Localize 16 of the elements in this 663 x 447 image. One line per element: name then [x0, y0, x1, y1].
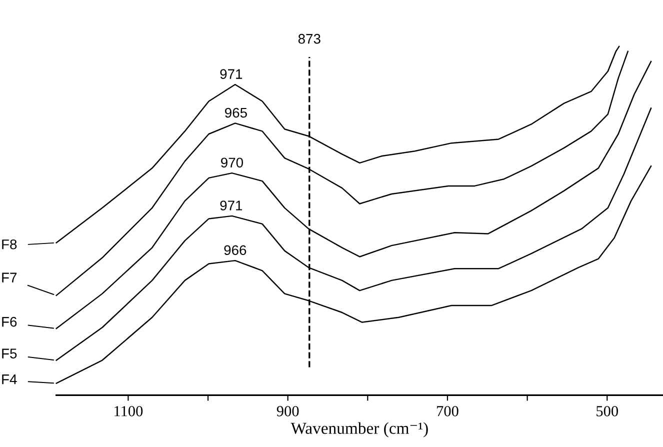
- legend-label: F4: [2, 374, 17, 384]
- legend-label: F8: [2, 239, 17, 250]
- x-tick-label: 500: [596, 406, 618, 416]
- annotation: 971: [220, 69, 242, 79]
- annotation: 971: [220, 200, 242, 210]
- ref-line-label: 873: [298, 34, 320, 44]
- annotation: 965: [225, 108, 247, 118]
- text: F7: [2, 272, 17, 282]
- x-tick-label: 1100: [114, 406, 143, 416]
- annotation: 970: [221, 158, 244, 168]
- legend-label: F6: [2, 316, 17, 327]
- x-axis-title: Wavenumber (cm⁻¹): [290, 422, 428, 438]
- x-tick-label: 900: [276, 406, 299, 416]
- annotation: 966: [224, 245, 246, 256]
- legend-label: F5: [2, 348, 17, 358]
- x-tick-label: 700: [437, 406, 458, 416]
